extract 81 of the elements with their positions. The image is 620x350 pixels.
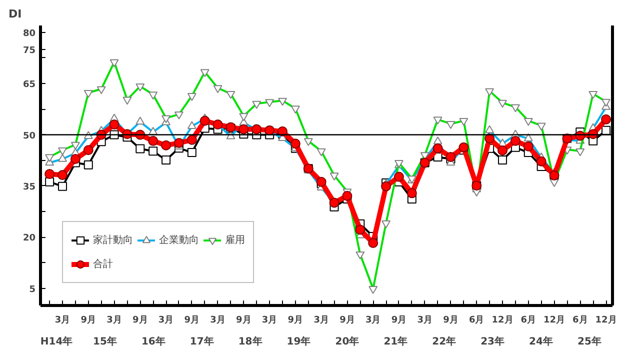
text: 24年 [529,336,553,348]
point [109,120,120,130]
y-axis-title: DI [8,8,22,20]
point [432,143,443,154]
point [368,238,378,248]
text: 20年 [335,336,360,348]
point [58,182,67,191]
x-tick-label: 3月 [210,314,226,326]
x-tick-label: 9月 [288,314,304,326]
point [355,224,366,235]
y-tick-label: 75 [22,46,36,56]
point [186,134,197,145]
x-tick-label: 6月 [468,314,484,326]
y-tick-label: 80 [22,28,36,39]
text: 17年 [190,336,214,348]
point [406,188,417,198]
point [290,138,300,149]
text: 15年 [93,336,117,348]
point [174,138,184,148]
point [187,148,196,158]
x-tick-label: 3月 [262,314,278,326]
point [523,141,534,152]
legend-label: 雇用 [225,234,245,247]
point [381,181,392,192]
text: 19年 [286,336,311,348]
point [316,176,326,187]
point [44,169,55,180]
y-tick-label: 35 [22,182,36,192]
point [83,145,94,156]
point [200,116,210,126]
point [136,144,145,154]
x-tick-label: 6月 [572,314,588,326]
point [45,177,54,186]
point [601,114,612,124]
x-tick-label: 12月 [492,314,514,326]
x-tick-label: 9月 [340,314,355,326]
point [148,146,158,156]
x-tick-label: 12月 [595,314,617,326]
text: 23年 [480,336,505,348]
point [394,172,404,182]
x-tick-label: 3月 [106,314,122,326]
point [498,156,507,165]
x-tick-label: 3月 [314,314,329,326]
y-tick-label: 20 [22,234,36,244]
point [498,145,508,156]
x-tick-label: 3月 [54,314,70,326]
x-tick-label: 9月 [236,314,252,326]
point [238,124,249,134]
point [536,156,546,166]
x-tick-label: 12月 [544,314,566,326]
point [148,136,158,146]
text: 21年 [384,336,408,348]
point [161,140,172,150]
y-tick-label: 65 [22,80,36,90]
point [510,136,520,146]
point [212,120,223,130]
text: 22年 [432,336,456,348]
y-tick-label: 5 [29,284,36,295]
x-tick-label: 9月 [443,314,458,326]
text: 25年 [577,336,602,348]
x-tick-label: 3月 [417,314,432,326]
text: H14年 [40,336,73,348]
y-tick-label: 50 [22,131,36,142]
x-tick-label: 6月 [520,314,536,326]
legend-label: 家計動向 [93,234,133,247]
x-tick-label: 3月 [158,314,174,326]
x-tick-label: 9月 [184,314,200,326]
text: 16年 [141,336,166,348]
point [446,152,456,162]
point [342,190,352,201]
x-tick-label: 9月 [391,314,407,326]
legend-label: 企業動向 [159,234,199,247]
point [84,160,93,170]
legend-label: 合計 [93,258,113,271]
point [58,170,68,180]
x-tick-label: 3月 [365,314,381,326]
x-tick-label: 9月 [80,314,96,326]
text: 18年 [238,336,262,348]
x-tick-label: 9月 [132,314,148,326]
point [162,156,171,165]
point [70,154,80,164]
